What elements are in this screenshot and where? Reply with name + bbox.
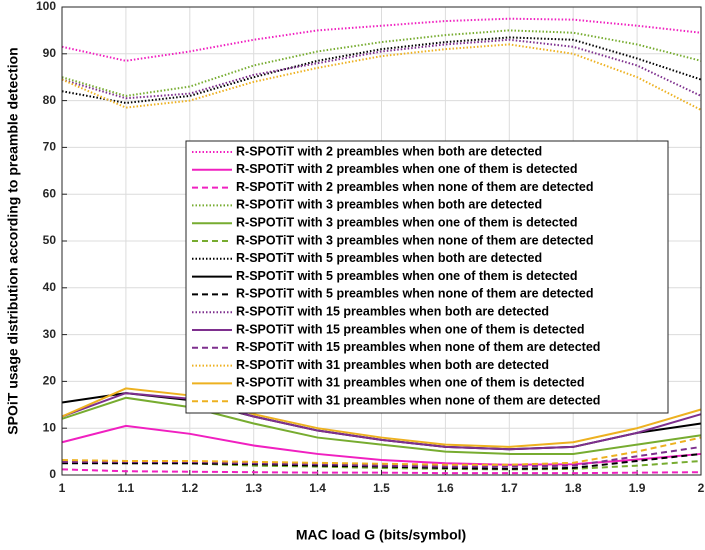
x-tick-label: 1.3 xyxy=(245,481,262,495)
series-line xyxy=(61,36,702,104)
legend-text: R-SPOTiT with 15 preambles when none of … xyxy=(236,340,600,354)
series-line xyxy=(61,29,702,97)
x-tick-label: 1.8 xyxy=(565,481,582,495)
y-tick-label: 30 xyxy=(43,327,57,341)
x-axis-label: MAC load G (bits/symbol) xyxy=(296,527,466,543)
legend-text: R-SPOTiT with 2 preambles when both are … xyxy=(236,144,542,158)
x-tick-label: 1.9 xyxy=(629,481,646,495)
series-line xyxy=(61,392,702,451)
series-line xyxy=(61,387,702,448)
x-tick-label: 1.6 xyxy=(437,481,454,495)
y-tick-label: 60 xyxy=(43,186,57,200)
legend-text: R-SPOTiT with 2 preambles when none of t… xyxy=(236,180,593,194)
x-tick-label: 1.4 xyxy=(309,481,326,495)
y-tick-label: 50 xyxy=(43,233,57,247)
series-line xyxy=(61,468,702,475)
series-line xyxy=(61,38,702,100)
x-tick-label: 1.5 xyxy=(373,481,390,495)
legend-box xyxy=(185,140,669,414)
y-tick-label: 70 xyxy=(43,140,57,154)
series-line xyxy=(62,452,702,470)
y-tick-label: 20 xyxy=(43,374,57,388)
axes-box xyxy=(61,6,702,476)
legend-text: R-SPOTiT with 3 preambles when both are … xyxy=(236,198,542,212)
legend-text: R-SPOTiT with 15 preambles when one of t… xyxy=(236,322,584,336)
x-tick-label: 1 xyxy=(59,481,66,495)
x-tick-label: 1.1 xyxy=(118,481,135,495)
y-tick-label: 100 xyxy=(36,0,56,13)
legend-text: R-SPOTiT with 2 preambles when one of th… xyxy=(236,162,578,176)
legend-text: R-SPOTiT with 3 preambles when none of t… xyxy=(236,233,593,247)
legend-text: R-SPOTiT with 15 preambles when both are… xyxy=(236,304,549,318)
series-line xyxy=(62,445,702,468)
x-tick-label: 1.7 xyxy=(501,481,518,495)
y-axis-label: SPOiT usage distribution according to pr… xyxy=(5,47,21,434)
y-tick-label: 0 xyxy=(49,467,56,481)
legend-text: R-SPOTiT with 31 preambles when none of … xyxy=(236,393,600,407)
series-line xyxy=(61,459,702,471)
legend-text: R-SPOTiT with 5 preambles when one of th… xyxy=(236,269,578,283)
legend-text: R-SPOTiT with 5 preambles when none of t… xyxy=(236,287,593,301)
series-line xyxy=(61,43,702,111)
legend-text: R-SPOTiT with 31 preambles when both are… xyxy=(236,358,549,372)
y-tick-label: 40 xyxy=(43,280,57,294)
series-line xyxy=(61,436,702,466)
x-tick-label: 1.2 xyxy=(181,481,198,495)
legend-text: R-SPOTiT with 31 preambles when one of t… xyxy=(236,376,584,390)
y-tick-label: 10 xyxy=(43,420,57,434)
legend-text: R-SPOTiT with 3 preambles when one of th… xyxy=(236,215,578,229)
y-tick-label: 80 xyxy=(43,93,57,107)
x-tick-label: 2 xyxy=(698,481,705,495)
series-line xyxy=(61,17,702,62)
y-tick-label: 90 xyxy=(43,46,57,60)
legend-text: R-SPOTiT with 5 preambles when both are … xyxy=(236,251,542,265)
series-line xyxy=(61,396,702,455)
